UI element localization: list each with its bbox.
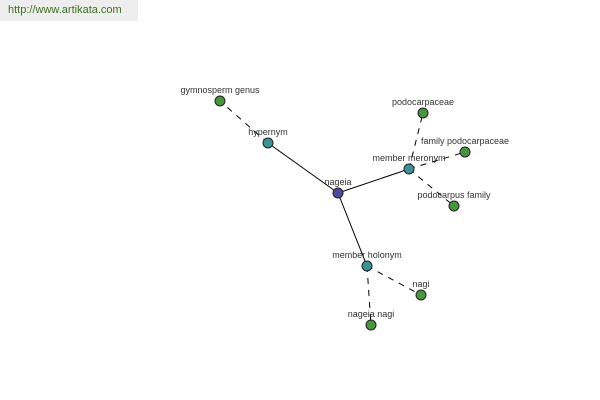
edge-holonym-nageiaNagi — [366, 265, 372, 326]
node-nageia[interactable] — [332, 187, 344, 199]
node-label-holonym: member holonym — [332, 250, 402, 260]
edge-meronym-podoFam — [408, 168, 455, 207]
node-label-podocarpaceae: podocarpaceae — [392, 97, 454, 107]
edge-nageia-hypernym — [267, 142, 339, 194]
edge-holonym-nagi — [366, 265, 422, 296]
node-label-nagi: nagi — [412, 279, 429, 289]
node-meronym[interactable] — [403, 163, 415, 175]
node-label-nageiaNagi: nageia nagi — [348, 309, 395, 319]
node-podocarpaceae[interactable] — [417, 107, 429, 119]
node-podoFam[interactable] — [448, 200, 460, 212]
node-label-podoFam: podocarpus family — [417, 190, 491, 200]
node-label-meronym: member meronym — [372, 153, 445, 163]
node-label-nageia: nageia — [324, 177, 351, 187]
node-label-gymnosperm: gymnosperm genus — [180, 85, 260, 95]
edge-nageia-holonym — [337, 192, 368, 267]
site-url[interactable]: http://www.artikata.com — [8, 4, 122, 16]
node-holonym[interactable] — [361, 260, 373, 272]
node-gymnosperm[interactable] — [214, 95, 226, 107]
node-hypernym[interactable] — [262, 137, 274, 149]
node-nageiaNagi[interactable] — [365, 319, 377, 331]
site-banner: http://www.artikata.com — [0, 0, 138, 21]
edge-nageia-meronym — [337, 168, 410, 194]
edge-meronym-famPodo — [408, 151, 466, 170]
edge-hypernym-gymnosperm — [219, 100, 269, 144]
edge-meronym-podocarpaceae — [408, 112, 424, 170]
node-famPodo[interactable] — [459, 146, 471, 158]
node-label-hypernym: hypernym — [248, 127, 288, 137]
node-label-famPodo: family podocarpaceae — [421, 136, 509, 146]
node-nagi[interactable] — [415, 289, 427, 301]
